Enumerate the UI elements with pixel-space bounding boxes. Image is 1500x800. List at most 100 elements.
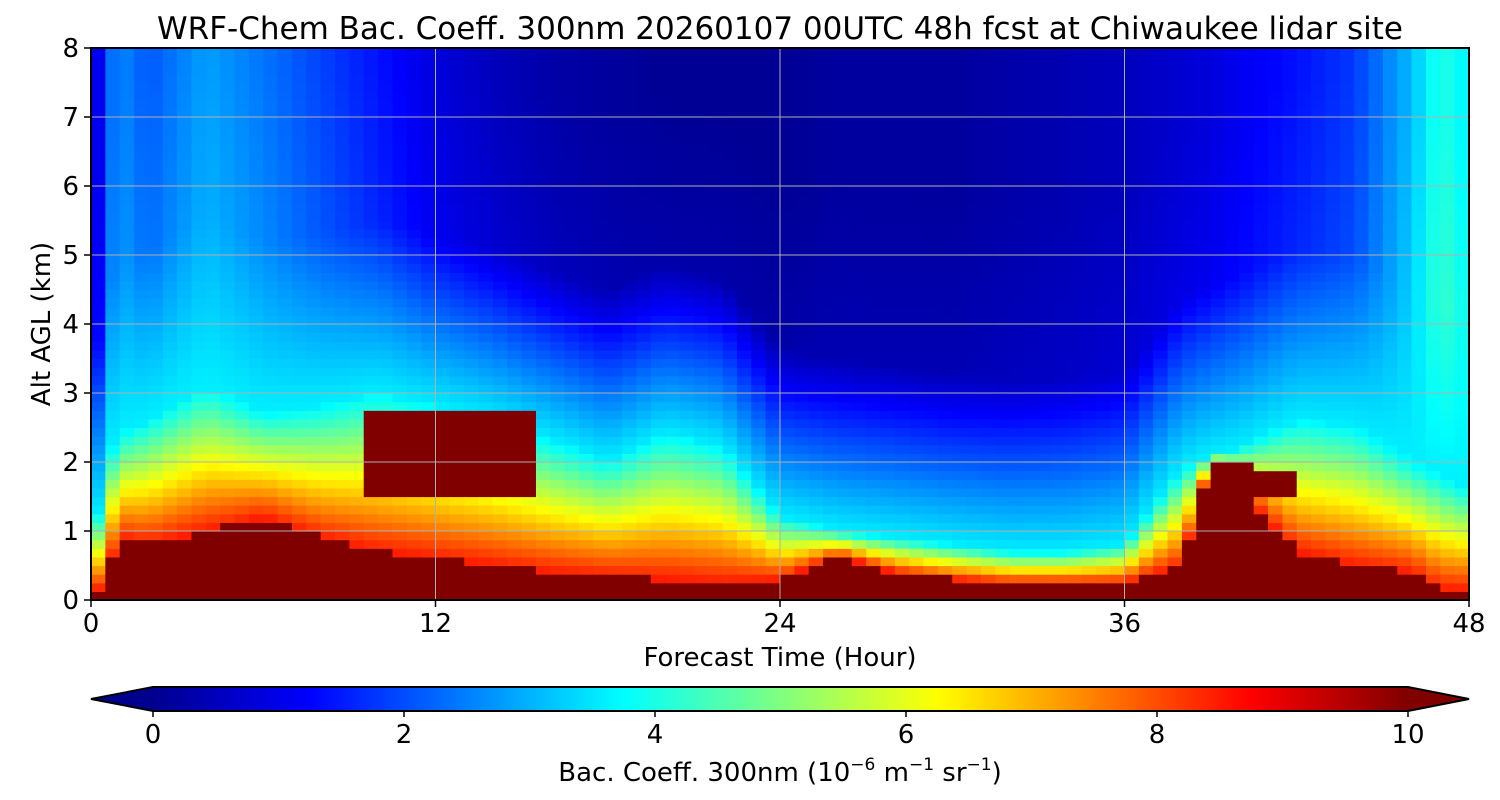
- field-cell: [378, 349, 394, 360]
- field-cell: [564, 341, 580, 351]
- field-cell: [535, 548, 551, 558]
- field-cell: [392, 462, 408, 472]
- field-cell: [995, 220, 1011, 230]
- field-cell: [1081, 73, 1097, 84]
- field-cell: [449, 237, 465, 247]
- field-cell: [478, 444, 494, 454]
- field-cell: [1124, 255, 1140, 265]
- field-cell: [306, 117, 322, 127]
- field-cell: [650, 263, 666, 273]
- field-cell: [507, 220, 523, 230]
- field-cell: [91, 237, 106, 247]
- field-cell: [937, 582, 953, 592]
- field-cell: [995, 203, 1011, 213]
- field-cell: [622, 246, 638, 256]
- field-cell: [421, 349, 437, 360]
- field-cell: [306, 375, 322, 385]
- field-cell: [134, 401, 150, 411]
- field-cell: [220, 237, 236, 247]
- field-cell: [808, 522, 824, 532]
- field-cell: [980, 160, 996, 170]
- field-cell: [507, 393, 523, 403]
- field-cell: [765, 108, 781, 118]
- field-cell: [1196, 470, 1212, 480]
- field-cell: [134, 151, 150, 161]
- field-cell: [535, 522, 551, 532]
- field-cell: [794, 401, 810, 411]
- field-cell: [191, 160, 207, 170]
- field-cell: [607, 203, 623, 213]
- field-cell: [765, 151, 781, 161]
- field-cell: [349, 556, 365, 567]
- field-cell: [722, 375, 738, 385]
- field-cell: [1153, 531, 1169, 541]
- field-cell: [134, 272, 150, 282]
- field-cell: [1081, 160, 1097, 170]
- field-cell: [780, 410, 795, 420]
- field-cell: [1024, 470, 1039, 480]
- field-cell: [880, 203, 896, 213]
- field-cell: [1067, 229, 1083, 239]
- field-cell: [1038, 332, 1054, 342]
- field-cell: [564, 548, 580, 558]
- field-cell: [220, 168, 236, 178]
- field-cell: [291, 513, 307, 523]
- field-cell: [421, 470, 437, 480]
- field-cell: [693, 315, 709, 325]
- field-cell: [291, 487, 307, 498]
- field-cell: [406, 203, 422, 213]
- field-cell: [823, 237, 839, 247]
- field-cell: [808, 574, 824, 584]
- field-cell: [866, 65, 882, 75]
- field-cell: [162, 108, 178, 118]
- field-cell: [363, 99, 379, 109]
- field-cell: [564, 255, 580, 265]
- field-cell: [162, 237, 178, 247]
- field-cell: [335, 306, 350, 316]
- field-cell: [191, 444, 207, 454]
- field-cell: [277, 237, 293, 247]
- field-cell: [478, 591, 494, 600]
- field-cell: [1124, 384, 1140, 394]
- field-cell: [392, 229, 408, 239]
- field-cell: [105, 565, 121, 575]
- field-cell: [579, 522, 594, 532]
- field-cell: [823, 418, 839, 429]
- field-cell: [105, 444, 121, 454]
- field-cell: [1124, 496, 1140, 506]
- field-cell: [593, 496, 609, 506]
- field-cell: [880, 186, 896, 196]
- field-cell: [708, 280, 724, 291]
- field-cell: [765, 315, 781, 325]
- field-cell: [751, 436, 767, 446]
- field-cell: [693, 505, 709, 515]
- field-cell: [980, 168, 996, 178]
- field-cell: [1038, 358, 1054, 368]
- field-cell: [564, 453, 580, 463]
- field-cell: [937, 505, 953, 515]
- field-cell: [894, 496, 910, 506]
- field-cell: [607, 237, 623, 247]
- field-cell: [579, 255, 594, 265]
- field-cell: [937, 99, 953, 109]
- field-cell: [105, 410, 121, 420]
- field-cell: [923, 418, 939, 429]
- field-cell: [1081, 496, 1097, 506]
- field-cell: [1110, 315, 1126, 325]
- field-cell: [134, 142, 150, 153]
- field-cell: [593, 125, 609, 135]
- field-cell: [291, 255, 307, 265]
- field-cell: [693, 65, 709, 75]
- field-cell: [679, 125, 695, 135]
- field-cell: [134, 418, 150, 429]
- field-cell: [220, 151, 236, 161]
- field-cell: [507, 384, 523, 394]
- field-cell: [363, 177, 379, 187]
- field-cell: [306, 91, 322, 101]
- field-cell: [1081, 565, 1097, 575]
- field-cell: [1124, 367, 1140, 377]
- field-cell: [406, 453, 422, 463]
- field-cell: [392, 125, 408, 135]
- field-cell: [521, 539, 537, 549]
- field-cell: [478, 280, 494, 291]
